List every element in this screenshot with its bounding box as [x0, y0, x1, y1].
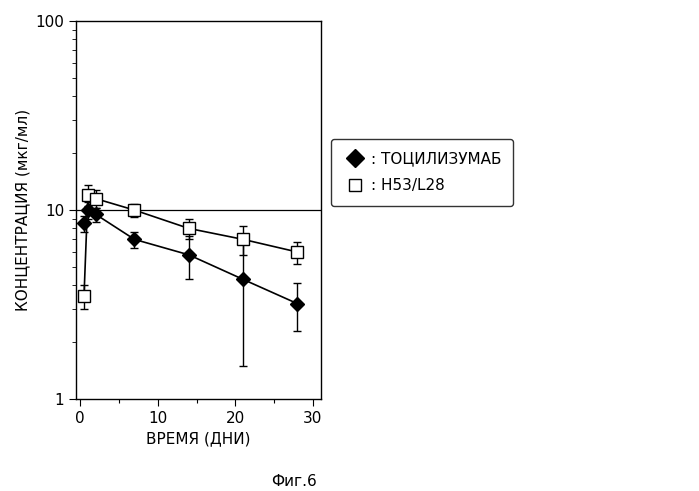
- Text: Фиг.6: Фиг.6: [271, 474, 317, 489]
- X-axis label: ВРЕМЯ (ДНИ): ВРЕМЯ (ДНИ): [146, 432, 251, 446]
- Legend: : ТОЦИЛИЗУМАБ, : H53/L28: : ТОЦИЛИЗУМАБ, : H53/L28: [331, 139, 513, 206]
- Y-axis label: КОНЦЕНТРАЦИЯ (мкг/мл): КОНЦЕНТРАЦИЯ (мкг/мл): [15, 109, 30, 311]
